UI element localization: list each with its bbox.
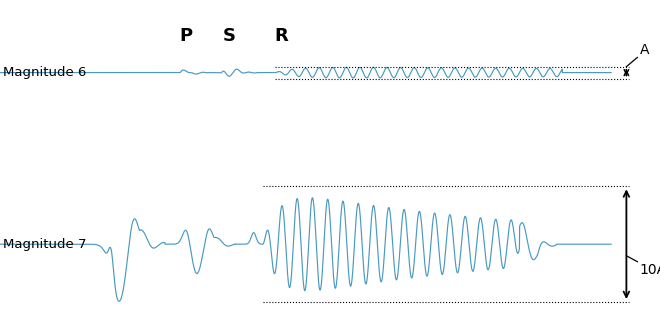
Text: P: P: [180, 26, 193, 45]
Text: R: R: [275, 26, 288, 45]
Text: Magnitude 7: Magnitude 7: [3, 238, 86, 251]
Text: Magnitude 6: Magnitude 6: [3, 66, 86, 79]
Text: 10A: 10A: [640, 263, 660, 277]
Text: S: S: [222, 26, 236, 45]
Text: A: A: [640, 43, 649, 57]
